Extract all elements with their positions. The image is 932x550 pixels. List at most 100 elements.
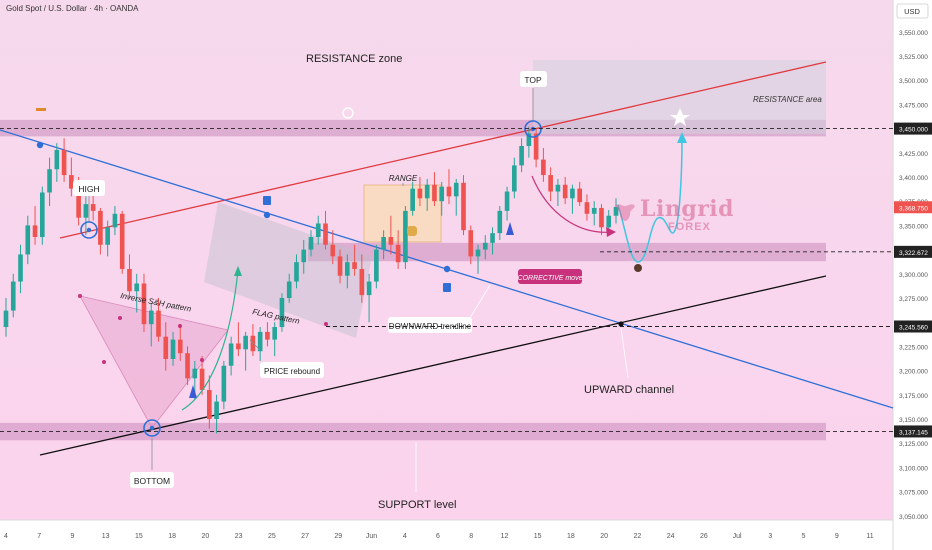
currency-label: USD [904, 7, 920, 16]
top-label-box [520, 71, 547, 87]
candle-body [366, 281, 372, 296]
flag-low-dot [324, 322, 328, 326]
candle-body [337, 256, 343, 276]
candle-body [548, 175, 553, 192]
pattern-shapes [79, 60, 826, 429]
hammer-icon [36, 108, 46, 111]
price-tick-label: 3,475.000 [899, 102, 928, 109]
price-tick-label: 3,550.000 [899, 30, 928, 37]
candle-body [163, 336, 169, 359]
star-icon [670, 108, 690, 126]
touch-dot-flag [263, 211, 271, 219]
price-marks: 3,450.000 3,368.750 3,322.672 3,245.560 3,13… [0, 122, 932, 438]
upward-channel-label: UPWARD channel [584, 384, 674, 396]
candle-body [286, 281, 292, 298]
candle-body [482, 242, 488, 250]
brand-sub: FOREX [668, 221, 711, 233]
shs-dot-5 [200, 358, 204, 362]
candle-body [90, 204, 96, 211]
shs-dot-2 [102, 360, 106, 364]
price-mark-label: 3,245.560 [899, 324, 928, 331]
bull-icon [615, 204, 635, 221]
candle-body [127, 268, 132, 292]
candle-body [83, 204, 89, 218]
candle-body [134, 283, 140, 292]
candle-body [32, 225, 38, 238]
candle-body [236, 343, 241, 350]
candle-body [410, 188, 415, 211]
candle-body [54, 149, 60, 170]
candle-body [279, 298, 285, 328]
candle-body [272, 327, 278, 340]
price-tick-label: 3,175.000 [899, 393, 928, 400]
currency-box [896, 3, 929, 19]
time-tick-label: 3 [768, 533, 772, 540]
candle-body [359, 268, 365, 296]
price-mark-badge [894, 320, 932, 333]
price-rebound-label: PRICE rebound [264, 367, 320, 376]
candle-body [446, 186, 452, 197]
candle-body [417, 188, 423, 199]
candle-body [475, 249, 481, 257]
price-axis-background [893, 0, 932, 550]
time-tick-label: 26 [700, 533, 708, 540]
price-tick-label: 3,400.000 [899, 175, 928, 182]
corrective-move-label: CORRECTIVE move [518, 275, 583, 282]
price-mark-badge [894, 425, 932, 438]
candle-body [199, 368, 205, 390]
corrective-move-box [518, 269, 582, 284]
candle-body [3, 310, 9, 328]
time-tick-label: 8 [469, 533, 473, 540]
candle-body [439, 186, 445, 202]
price-tick-label: 3,050.000 [899, 514, 928, 521]
time-axis-background [0, 520, 893, 550]
bottom-label-box [130, 472, 174, 488]
candle-body [214, 401, 219, 419]
candle-body [490, 233, 495, 243]
candle-body [141, 283, 147, 325]
candle-body [512, 165, 517, 192]
shs-dot-3 [118, 316, 122, 320]
candle-body [541, 159, 546, 176]
candle-body [250, 335, 256, 352]
price-rebound-box [260, 362, 324, 378]
candle-body [25, 225, 31, 255]
candle-body [613, 207, 619, 216]
price-mark-badge [894, 245, 932, 258]
candle-body [228, 343, 234, 366]
candle-body [185, 353, 190, 379]
time-tick-label: 27 [301, 533, 309, 540]
price-mark-label: 3,450.000 [899, 127, 928, 134]
price-tick-label: 3,500.000 [899, 78, 928, 85]
candle-body [468, 230, 474, 257]
candle-body [156, 310, 161, 337]
candle-body [39, 192, 45, 238]
time-tick-label: 4 [4, 533, 8, 540]
price-tick-label: 3,125.000 [899, 441, 928, 448]
candle-body [47, 169, 52, 193]
candle-body [192, 368, 198, 379]
price-rebound-arrowhead [234, 266, 242, 276]
candle-body [112, 213, 118, 228]
price-tick-label: 3,425.000 [899, 151, 928, 158]
bottom-label: BOTTOM [134, 476, 170, 486]
zone-mid-support [308, 242, 826, 262]
candle-body [388, 237, 394, 245]
time-tick-label: 5 [802, 533, 806, 540]
corrective-move-arrow [531, 175, 613, 233]
time-tick-label: 15 [534, 533, 542, 540]
time-tick-label: 25 [268, 533, 276, 540]
high-label-box [73, 180, 105, 196]
candle-body [555, 184, 561, 192]
price-tick-label: 3,350.000 [899, 223, 928, 230]
upward-pointer [620, 327, 629, 379]
candle-body [76, 188, 81, 218]
candle-body [148, 310, 154, 325]
projection-arrowhead [677, 132, 687, 143]
candle-body [570, 188, 575, 199]
high-label: HIGH [78, 184, 99, 194]
time-tick-label: 7 [37, 533, 41, 540]
candle-body [265, 331, 270, 340]
time-tick-label: 23 [235, 533, 243, 540]
